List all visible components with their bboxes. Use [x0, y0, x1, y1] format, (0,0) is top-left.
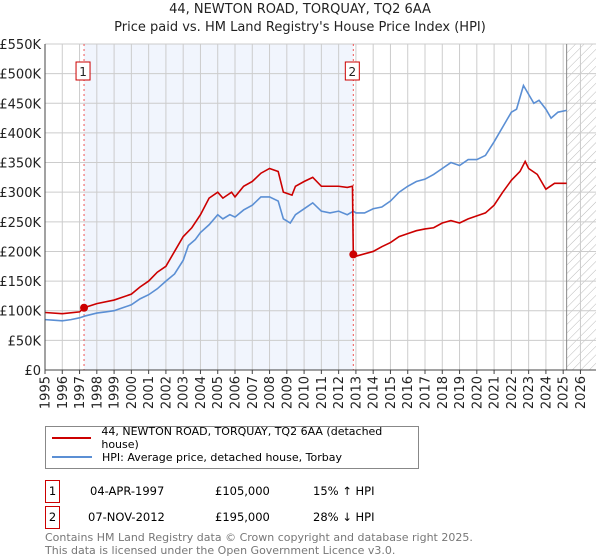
x-tick-label: 2019	[453, 376, 468, 409]
transaction-hpi-delta: 28% ↓ HPI	[313, 510, 375, 524]
x-tick-label: 2018	[436, 376, 451, 409]
x-tick-label: 2020	[470, 376, 485, 409]
legend-swatch-red	[52, 437, 92, 439]
footer-licence: This data is licensed under the Open Gov…	[45, 544, 396, 557]
x-tick-label: 2014	[367, 376, 382, 409]
x-tick-label: 2006	[229, 376, 244, 409]
x-tick-label: 2007	[246, 376, 261, 409]
footer: Contains HM Land Registry data © Crown c…	[45, 531, 473, 557]
x-tick-label: 2025	[557, 376, 572, 409]
x-tick-label: 2002	[159, 376, 174, 409]
transaction-price: £195,000	[215, 510, 270, 524]
future-hatch-region	[566, 44, 596, 370]
x-tick-label: 2021	[488, 376, 503, 409]
y-tick-label: £250K	[0, 216, 41, 231]
y-tick-label: £50K	[8, 334, 42, 349]
ownership-period-shade	[84, 44, 354, 370]
x-tick-label: 1996	[56, 376, 71, 409]
series-line	[44, 83, 567, 322]
transaction-date: 07-NOV-2012	[88, 510, 165, 524]
x-tick-label: 2016	[401, 376, 416, 409]
x-tick-label: 2022	[505, 376, 520, 409]
x-tick-label: 2001	[142, 376, 157, 409]
x-tick-label: 2000	[125, 376, 140, 409]
x-tick-label: 2013	[349, 376, 364, 409]
y-tick-label: £500K	[0, 68, 41, 83]
sale-marker-badge	[75, 61, 91, 81]
series-line	[44, 159, 567, 315]
chart-subtitle: Price paid vs. HM Land Registry's House …	[114, 20, 486, 35]
y-tick-label: £400K	[0, 127, 41, 142]
y-tick-label: £150K	[0, 275, 41, 290]
y-tick-label: £100K	[0, 305, 41, 320]
transaction-hpi-delta: 15% ↑ HPI	[313, 484, 375, 498]
x-tick-label: 1998	[90, 376, 105, 409]
x-tick-label: 2003	[177, 376, 192, 409]
legend-swatch-blue	[52, 456, 92, 458]
legend-label: 44, NEWTON ROAD, TORQUAY, TQ2 6AA (detac…	[101, 425, 383, 451]
x-tick-label: 2004	[194, 376, 209, 409]
marker-badge: 1	[45, 480, 60, 503]
x-tick-label: 2026	[574, 376, 589, 409]
x-tick-label: 1999	[108, 376, 123, 409]
x-tick-label: 2009	[280, 376, 295, 409]
y-tick-label: £0	[24, 364, 41, 379]
x-tick-label: 2017	[419, 376, 434, 409]
legend: 44, NEWTON ROAD, TORQUAY, TQ2 6AA (detac…	[45, 425, 419, 469]
sale-point	[80, 303, 89, 312]
x-tick-label: 2011	[315, 376, 330, 409]
price-chart: £0 £50K £100K £150K £200K £250K £300K £350K £400…	[0, 38, 596, 409]
x-tick-label: 2024	[539, 376, 554, 409]
sale-point	[349, 250, 358, 259]
legend-item-hpi: HPI: Average price, detached house, Torb…	[52, 448, 342, 466]
sale-marker-badge	[344, 61, 360, 81]
x-tick-label: 1995	[39, 376, 54, 409]
chart-title: 44, NEWTON ROAD, TORQUAY, TQ2 6AA	[169, 2, 431, 17]
marker-badge: 2	[45, 506, 60, 529]
sale-marker-number: 1	[79, 65, 87, 79]
x-tick-label: 2015	[384, 376, 399, 409]
y-tick-label: £450K	[0, 97, 41, 112]
y-tick-label: £200K	[0, 245, 41, 260]
y-tick-label: £550K	[0, 38, 41, 53]
legend-label: HPI: Average price, detached house, Torb…	[102, 450, 342, 464]
y-tick-label: £350K	[0, 157, 41, 172]
x-tick-label: 2023	[522, 376, 537, 409]
x-tick-label: 2012	[332, 376, 347, 409]
footer-copyright: Contains HM Land Registry data © Crown c…	[45, 531, 473, 544]
legend-item-property: 44, NEWTON ROAD, TORQUAY, TQ2 6AA (detac…	[52, 425, 418, 451]
transaction-price: £105,000	[215, 484, 270, 498]
transaction-date: 04-APR-1997	[90, 484, 165, 498]
x-tick-label: 1997	[73, 376, 88, 409]
x-tick-label: 2008	[263, 376, 278, 409]
y-tick-label: £300K	[0, 186, 41, 201]
x-tick-label: 2005	[211, 376, 226, 409]
sale-marker-number: 2	[348, 65, 356, 79]
x-tick-label: 2010	[298, 376, 313, 409]
